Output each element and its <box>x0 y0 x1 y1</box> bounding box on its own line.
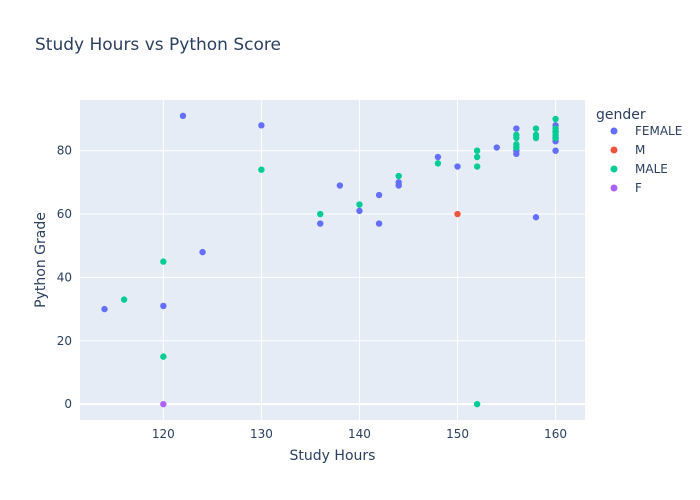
data-point-male[interactable] <box>473 147 481 154</box>
legend-marker <box>610 146 618 154</box>
y-axis-ticks: 0 20 40 60 80 <box>57 144 72 411</box>
x-tick-label: 130 <box>250 427 273 441</box>
legend-title: gender <box>596 107 646 123</box>
data-point-male[interactable] <box>258 166 265 173</box>
data-point-female[interactable] <box>160 302 167 310</box>
data-point-female[interactable] <box>199 248 206 256</box>
data-point-female[interactable] <box>532 214 540 221</box>
y-tick-label: 40 <box>57 270 72 284</box>
legend-item-f[interactable]: F <box>610 181 643 195</box>
data-point-m[interactable] <box>454 210 461 218</box>
data-point-female[interactable] <box>395 182 402 189</box>
data-point-f[interactable] <box>160 400 167 408</box>
legend-label: M <box>635 143 645 157</box>
data-point-male[interactable] <box>532 125 540 132</box>
data-points <box>101 112 559 408</box>
legend-label: F <box>635 181 642 195</box>
legend-item-male[interactable]: MALE <box>610 162 668 176</box>
data-point-male[interactable] <box>513 134 520 142</box>
data-point-female[interactable] <box>375 220 383 227</box>
legend-item-m[interactable]: M <box>610 143 646 157</box>
data-point-female[interactable] <box>179 112 187 120</box>
plot-area <box>80 100 585 420</box>
data-point-male[interactable] <box>120 296 128 303</box>
data-point-male[interactable] <box>552 134 559 142</box>
data-point-female[interactable] <box>317 220 324 227</box>
x-axis-title: Study Hours <box>290 448 376 464</box>
data-point-female[interactable] <box>454 163 461 170</box>
data-point-male[interactable] <box>532 134 540 142</box>
data-point-female[interactable] <box>434 153 442 161</box>
data-point-female[interactable] <box>375 191 383 199</box>
y-tick-label: 0 <box>64 397 72 411</box>
data-point-female[interactable] <box>552 147 559 154</box>
data-point-male[interactable] <box>317 210 324 218</box>
chart-title: Study Hours vs Python Score <box>35 35 281 55</box>
y-tick-label: 20 <box>57 334 72 348</box>
data-point-female[interactable] <box>336 182 344 189</box>
data-point-female[interactable] <box>356 207 363 215</box>
legend-marker <box>610 165 618 173</box>
legend-label: MALE <box>635 162 668 176</box>
legend[interactable]: gender FEMALE M MALE F <box>596 107 682 195</box>
x-tick-label: 140 <box>348 427 371 441</box>
data-point-female[interactable] <box>513 125 520 132</box>
data-point-female[interactable] <box>493 144 500 151</box>
x-axis-ticks: 120 130 140 150 160 <box>152 427 567 441</box>
legend-marker <box>610 127 618 135</box>
data-point-male[interactable] <box>395 172 402 180</box>
data-point-female[interactable] <box>101 305 108 313</box>
legend-label: FEMALE <box>635 124 682 138</box>
data-point-male[interactable] <box>513 144 520 151</box>
data-point-female[interactable] <box>513 150 520 158</box>
data-point-male[interactable] <box>160 258 167 265</box>
y-axis-title: Python Grade <box>33 212 49 308</box>
data-point-female[interactable] <box>258 122 265 129</box>
data-point-male[interactable] <box>473 163 481 170</box>
x-tick-label: 150 <box>446 427 469 441</box>
y-tick-label: 80 <box>57 144 72 158</box>
data-point-male[interactable] <box>160 353 167 360</box>
data-point-male[interactable] <box>473 400 481 408</box>
data-point-male[interactable] <box>473 153 481 161</box>
legend-item-female[interactable]: FEMALE <box>610 124 683 138</box>
data-point-male[interactable] <box>434 160 442 167</box>
data-point-male[interactable] <box>356 201 363 208</box>
x-tick-label: 160 <box>544 427 567 441</box>
x-tick-label: 120 <box>152 427 175 441</box>
legend-marker <box>610 184 618 192</box>
y-tick-label: 60 <box>57 207 72 221</box>
data-point-male[interactable] <box>552 115 559 123</box>
